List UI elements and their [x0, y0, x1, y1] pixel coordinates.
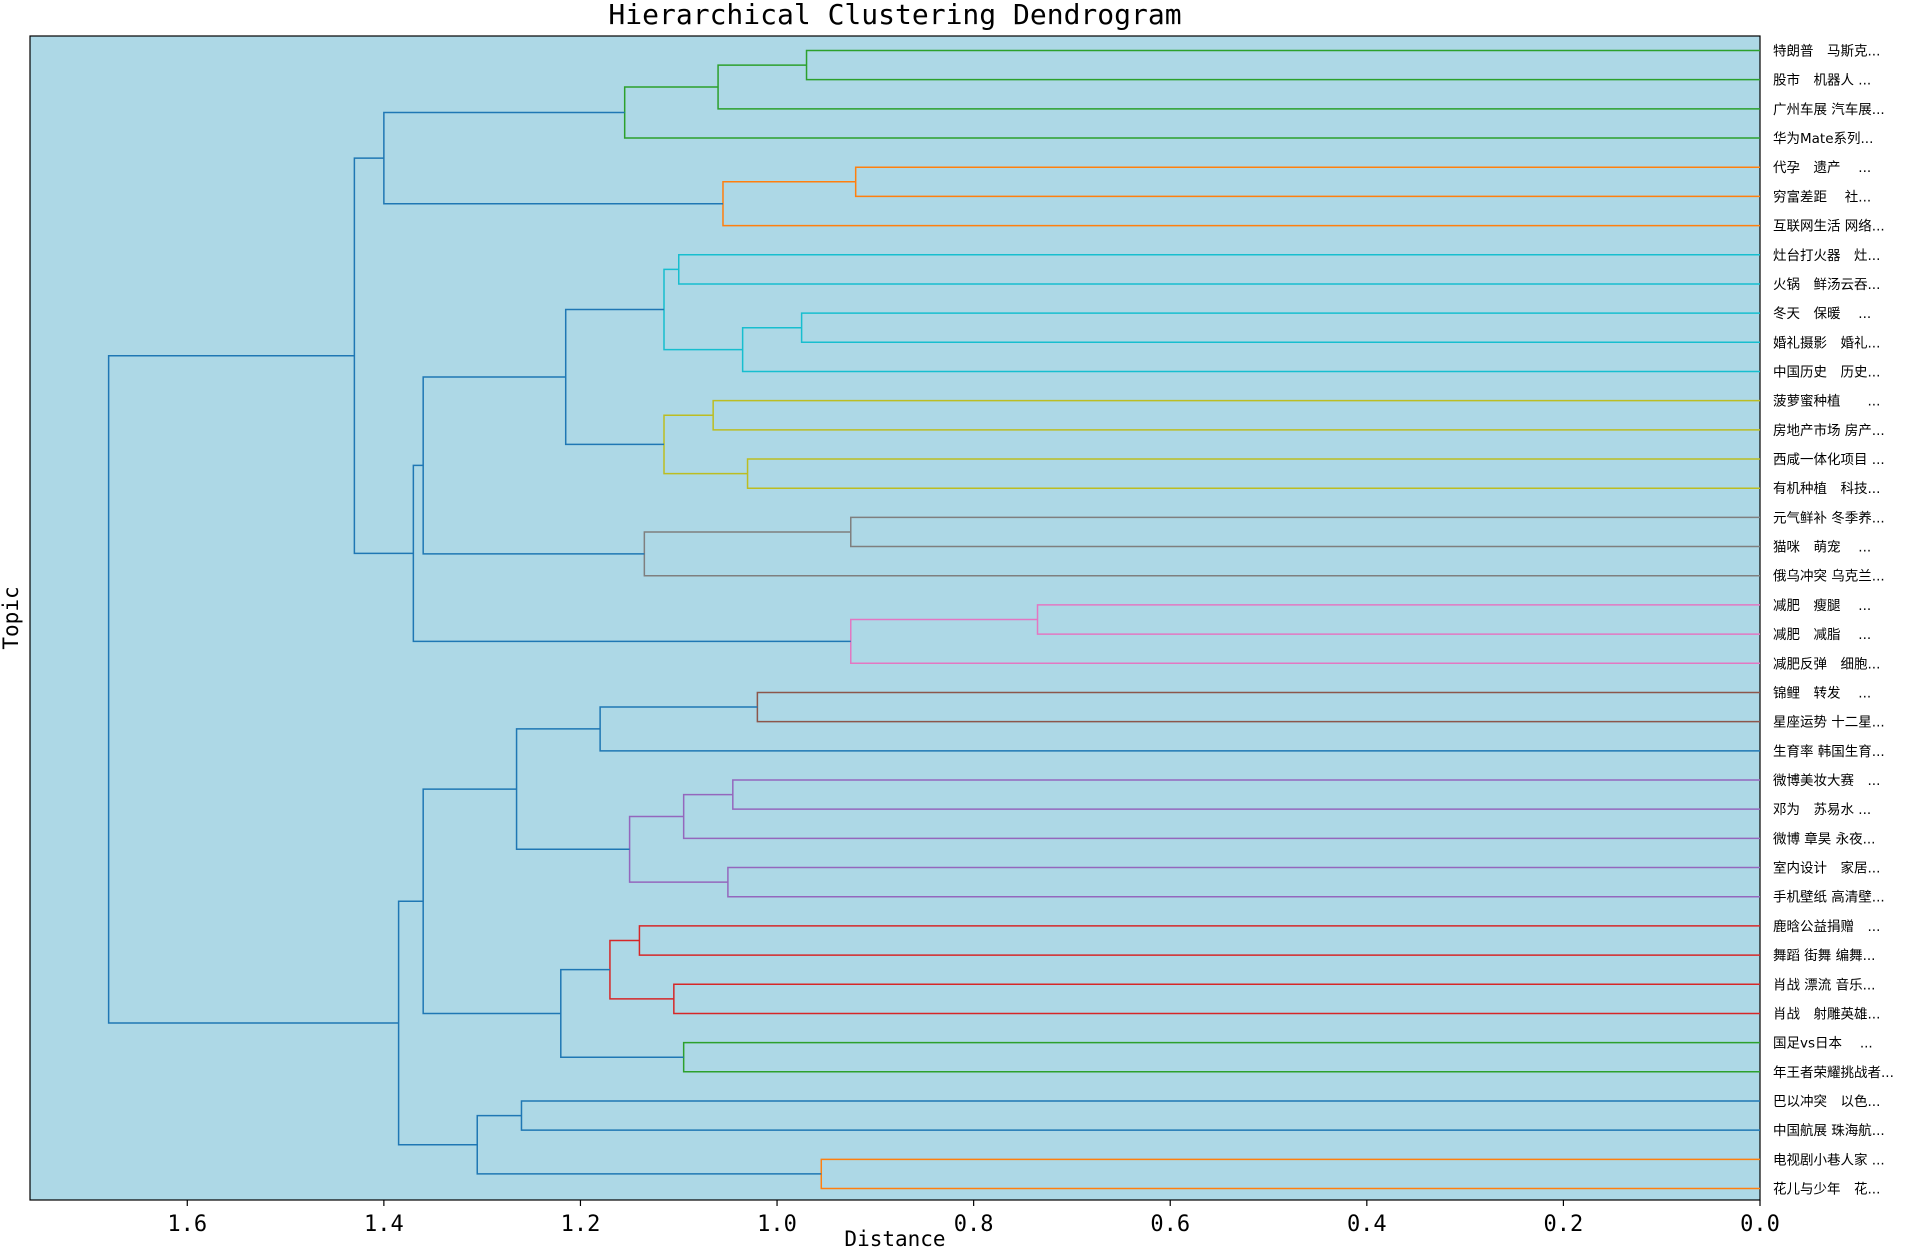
leaf-label: 室内设计 家居... — [1773, 860, 1880, 877]
x-tick-label: 0.4 — [1347, 1212, 1387, 1237]
leaf-label: 邓为 苏易水 ... — [1773, 802, 1871, 818]
leaf-label: 星座运势 十二星... — [1773, 715, 1885, 731]
leaf-label: 代孕 遗产 ... — [1773, 160, 1871, 176]
dendrogram-link — [107, 355, 399, 1024]
leaf-label: 火锅 鲜汤云吞... — [1773, 277, 1880, 293]
leaf-label: 房地产市场 房产... — [1773, 422, 1885, 439]
dendrogram-link — [515, 728, 630, 851]
x-axis-ticks: 1.6 1.4 1.2 1.0 0.8 0.6 0.4 0.2 0.0 — [167, 1200, 1780, 1237]
leaf-label: 特朗普 马斯克... — [1773, 44, 1880, 60]
leaf-label: 西咸一体化项目 ... — [1773, 452, 1885, 468]
leaf-label: 微博美妆大赛 ... — [1773, 772, 1880, 789]
leaf-label: 冬天 保暖 ... — [1773, 306, 1871, 322]
y-axis-label: Topic — [0, 586, 23, 649]
leaf-label: 巴以冲突 以色... — [1773, 1093, 1880, 1110]
leaf-label: 减肥 减脂 ... — [1773, 627, 1871, 643]
leaf-label: 舞蹈 街舞 编舞... — [1773, 948, 1875, 964]
leaf-label: 手机壁纸 高清壁... — [1773, 889, 1885, 906]
leaf-label: 锦鲤 转发 ... — [1773, 685, 1871, 701]
leaf-label: 婚礼摄影 婚礼... — [1773, 335, 1880, 351]
dendrogram-link — [746, 458, 1760, 489]
leaf-label: 猫咪 萌宠 ... — [1773, 540, 1871, 556]
dendrogram-link — [422, 376, 645, 555]
x-tick-label: 1.4 — [364, 1212, 404, 1237]
leaf-label: 微博 章昊 永夜... — [1773, 830, 1875, 847]
dendrogram-links — [107, 49, 1760, 1190]
dendrogram-link — [397, 900, 478, 1146]
leaf-label: 肖战 射雕英雄... — [1773, 1005, 1880, 1022]
leaf-label: 俄乌冲突 乌克兰... — [1773, 569, 1885, 585]
leaf-label: 有机种植 科技... — [1773, 481, 1880, 497]
dendrogram-link — [1036, 604, 1760, 635]
leaf-label: 灶台打火器 灶... — [1773, 247, 1880, 264]
dendrogram-link — [383, 111, 723, 205]
x-tick-label: 0.0 — [1740, 1212, 1780, 1237]
leaf-label: 穷富差距 社... — [1773, 188, 1871, 205]
leaf-label: 华为Mate系列... — [1773, 131, 1873, 147]
leaf-label: 国足vs日本 ... — [1773, 1036, 1873, 1052]
dendrogram-link — [638, 925, 1760, 956]
leaf-label: 生育率 韩国生育... — [1773, 743, 1885, 760]
leaf-label: 花儿与少年 花... — [1773, 1182, 1880, 1198]
leaf-label: 中国历史 历史... — [1773, 364, 1880, 380]
leaf-label: 鹿晗公益捐赠 ... — [1773, 918, 1880, 935]
x-tick-label: 0.6 — [1150, 1212, 1190, 1237]
leaf-label: 肖战 漂流 音乐... — [1773, 976, 1875, 993]
dendrogram-link — [854, 166, 1760, 198]
dendrogram-link — [682, 793, 1760, 840]
leaf-label: 电视剧小巷人家 ... — [1773, 1151, 1885, 1168]
x-tick-label: 1.0 — [757, 1212, 797, 1237]
dendrogram-link — [599, 706, 1760, 752]
dendrogram-link — [422, 788, 561, 1015]
dendrogram-link — [663, 268, 743, 351]
dendrogram-link — [682, 1041, 1760, 1073]
dendrogram-link — [727, 866, 1760, 898]
leaf-label: 中国航展 珠海航... — [1773, 1123, 1885, 1139]
dendrogram-link — [623, 86, 1760, 139]
leaf-label: 减肥反弹 细胞... — [1773, 656, 1880, 672]
chart-title: Hierarchical Clustering Dendrogram — [608, 0, 1181, 31]
dendrogram-link — [732, 779, 1760, 810]
leaf-label: 互联网生活 网络... — [1773, 219, 1885, 235]
x-axis-label: Distance — [844, 1227, 945, 1251]
leaf-label: 年王者荣耀挑战者... — [1773, 1065, 1894, 1081]
x-tick-label: 0.2 — [1544, 1212, 1584, 1237]
x-tick-label: 1.2 — [561, 1212, 601, 1237]
x-tick-label: 0.8 — [954, 1212, 994, 1237]
leaf-label: 菠萝蜜种植 ... — [1773, 394, 1880, 410]
x-tick-label: 1.6 — [167, 1212, 207, 1237]
leaf-label: 广州车展 汽车展... — [1773, 101, 1885, 118]
leaf-label: 股市 机器人 ... — [1773, 72, 1871, 89]
leaf-label: 减肥 瘦腿 ... — [1773, 597, 1871, 614]
plot-area — [29, 35, 1761, 1201]
dendrogram-link — [643, 531, 1760, 577]
dendrogram-link — [663, 414, 748, 475]
leaf-label: 元气鲜补 冬季养... — [1773, 510, 1885, 526]
leaf-labels: 特朗普 马斯克... 股市 机器人 ... 广州车展 汽车展... 华为Mate系列.… — [1773, 44, 1894, 1198]
